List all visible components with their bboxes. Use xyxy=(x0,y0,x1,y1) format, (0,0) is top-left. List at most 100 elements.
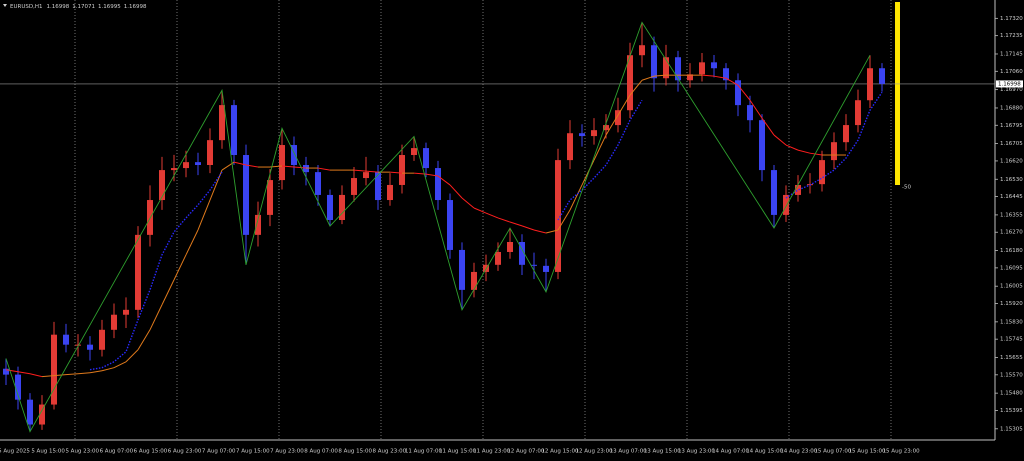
candle-body xyxy=(363,172,369,179)
x-tick-label: 15 Aug 07:00 xyxy=(814,449,852,455)
chart-header: EURUSD,H1 1.16998 1.17071 1.16995 1.16998 xyxy=(10,4,147,10)
slow-ma-segment xyxy=(749,99,763,119)
x-tick-label: 12 Aug 23:00 xyxy=(575,449,613,455)
x-tick-label: 15 Aug 15:00 xyxy=(848,449,886,455)
candle-body xyxy=(375,172,381,201)
candle-body xyxy=(447,200,453,250)
x-tick-label: 12 Aug 07:00 xyxy=(507,449,545,455)
candle-body xyxy=(675,57,681,81)
indicator-label: -50 xyxy=(902,185,911,191)
x-tick-label: 13 Aug 15:00 xyxy=(644,449,682,455)
slow-ma-segment xyxy=(89,370,103,374)
slow-ma-segment xyxy=(5,369,19,373)
slow-ma-segment xyxy=(773,134,787,146)
x-tick-label: 5 Aug 23:00 xyxy=(65,449,99,455)
candle-body xyxy=(219,105,225,141)
slow-ma-segment xyxy=(389,171,403,174)
slow-ma-segment xyxy=(761,117,775,136)
header-arrow[interactable] xyxy=(3,4,7,7)
y-tick-label: 1.15480 xyxy=(1000,391,1023,397)
x-tick-label: 14 Aug 23:00 xyxy=(780,449,818,455)
candle-body xyxy=(411,148,417,156)
y-tick-label: 1.15830 xyxy=(1000,319,1023,325)
slow-ma-segment xyxy=(605,114,619,136)
candle-body xyxy=(639,45,645,56)
candle-body xyxy=(207,140,213,165)
y-tick-label: 1.16970 xyxy=(1000,87,1023,93)
candle-body xyxy=(843,125,849,143)
candle-body xyxy=(759,120,765,171)
y-tick-label: 1.15570 xyxy=(1000,372,1023,378)
slow-ma-segment xyxy=(425,173,439,177)
x-tick-label: 11 Aug 15:00 xyxy=(439,449,477,455)
x-tick-label: 14 Aug 15:00 xyxy=(746,449,784,455)
candle-body xyxy=(579,133,585,137)
slow-ma-segment xyxy=(17,371,31,375)
candle-body xyxy=(351,178,357,195)
x-tick-label: 8 Aug 15:00 xyxy=(338,449,372,455)
candle-body xyxy=(531,264,537,266)
candle-body xyxy=(795,184,801,195)
y-tick-label: 1.17320 xyxy=(1000,16,1023,22)
candle-body xyxy=(255,214,261,235)
slow-ma-segment xyxy=(557,209,571,231)
header-price: 1.17071 xyxy=(72,4,95,10)
current-price-label: 1.16998 xyxy=(998,81,1021,87)
candle-body xyxy=(111,314,117,330)
candle-body xyxy=(495,251,501,265)
slow-ma-segment xyxy=(281,165,295,168)
slow-ma-segment xyxy=(77,372,91,375)
slow-ma-segment xyxy=(785,144,799,151)
candle-body xyxy=(603,125,609,131)
slow-ma-segment xyxy=(41,375,55,378)
y-tick-label: 1.15305 xyxy=(1000,426,1023,432)
slow-ma-segment xyxy=(317,167,331,171)
candle-body xyxy=(267,180,273,215)
slow-ma-segment xyxy=(629,79,643,96)
candle-body xyxy=(183,162,189,169)
slow-ma-segment xyxy=(509,221,523,227)
slow-ma-segment xyxy=(701,74,715,77)
y-tick-label: 1.16445 xyxy=(1000,194,1023,200)
x-tick-label: 13 Aug 07:00 xyxy=(610,449,648,455)
candle-body xyxy=(327,194,333,220)
y-tick-label: 1.15920 xyxy=(1000,301,1023,307)
candle-body xyxy=(663,57,669,79)
fast-ma-line xyxy=(785,91,883,199)
candle-body xyxy=(723,68,729,81)
x-tick-label: 11 Aug 07:00 xyxy=(405,449,443,455)
x-tick-label: 13 Aug 23:00 xyxy=(678,449,716,455)
candle-body xyxy=(171,168,177,171)
candle-body xyxy=(459,249,465,290)
slow-ma-segment xyxy=(809,152,823,156)
candle-body xyxy=(303,165,309,173)
candle-body xyxy=(63,334,69,345)
slow-ma-segment xyxy=(65,373,79,376)
candle-body xyxy=(783,194,789,215)
candle-body xyxy=(243,155,249,235)
slow-ma-segment xyxy=(653,74,667,77)
slow-ma-segment xyxy=(125,349,139,363)
x-tick-label: 14 Aug 07:00 xyxy=(712,449,750,455)
candle-body xyxy=(711,62,717,69)
x-tick-label: 6 Aug 07:00 xyxy=(100,449,134,455)
slow-ma-segment xyxy=(197,199,211,231)
x-tick-label: 5 Aug 2025 xyxy=(0,449,30,455)
current-price-box xyxy=(996,80,1023,88)
x-tick-label: 7 Aug 07:00 xyxy=(202,449,236,455)
candle-body xyxy=(3,368,9,375)
slow-ma-segment xyxy=(521,225,535,231)
x-tick-label: 8 Aug 23:00 xyxy=(373,449,407,455)
symbol: EURUSD,H1 xyxy=(10,4,42,10)
y-tick-label: 1.16620 xyxy=(1000,158,1023,164)
candle-body xyxy=(339,194,345,220)
candle-body xyxy=(555,160,561,272)
candle-body xyxy=(123,309,129,315)
slow-ma-segment xyxy=(449,184,463,199)
candle-body xyxy=(687,74,693,81)
candle-body xyxy=(135,234,141,310)
candle-body xyxy=(231,105,237,156)
candle-body xyxy=(627,55,633,111)
